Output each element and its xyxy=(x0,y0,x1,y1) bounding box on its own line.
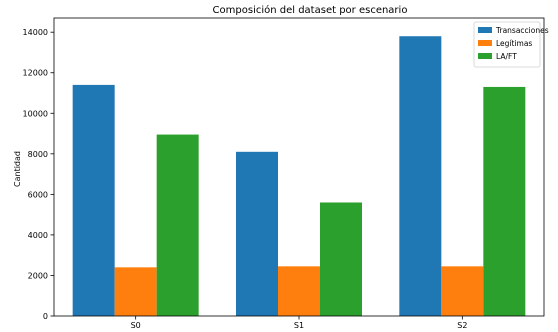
y-axis-label: Cantidad xyxy=(13,151,22,187)
bar-s0-series-1 xyxy=(72,84,115,317)
bar-s1-series-2 xyxy=(278,266,320,316)
bars-layer xyxy=(72,36,526,317)
bar-s2-series-2 xyxy=(441,266,484,316)
chart-title: Composición del dataset por escenario xyxy=(213,4,408,16)
legend-swatch xyxy=(478,27,492,33)
y-tick-label: 10000 xyxy=(23,109,48,118)
y-tick-label: 4000 xyxy=(28,231,48,240)
legend-label: Transacciones xyxy=(495,26,549,35)
y-tick-label: 2000 xyxy=(28,271,48,280)
axes-layer: 0 2000 4000 6000 8000 10000 12000 14000 S0 S1 S2 xyxy=(23,17,545,330)
legend-label: Legítimas xyxy=(496,39,532,48)
bar-s0-series-3 xyxy=(156,134,199,316)
x-tick-label: S1 xyxy=(294,321,304,328)
bar-s1-series-3 xyxy=(320,202,362,316)
bar-s1-series-1 xyxy=(236,151,278,316)
x-tick-label: S0 xyxy=(131,321,141,328)
legend-label: LA/FT xyxy=(496,52,517,61)
bar-s0-series-2 xyxy=(114,267,157,316)
x-tick-label: S2 xyxy=(457,321,467,328)
legend: Transacciones Legítimas LA/FT xyxy=(473,21,549,68)
y-tick-label: 14000 xyxy=(23,28,48,37)
y-tick-label: 6000 xyxy=(28,190,48,199)
legend-swatch xyxy=(478,40,492,46)
bar-s2-series-3 xyxy=(483,86,526,317)
y-tick-label: 12000 xyxy=(23,69,48,78)
bar-s2-series-1 xyxy=(399,36,442,317)
legend-swatch xyxy=(478,53,492,59)
y-tick-label: 0 xyxy=(43,312,48,321)
y-tick-label: 8000 xyxy=(28,150,48,159)
